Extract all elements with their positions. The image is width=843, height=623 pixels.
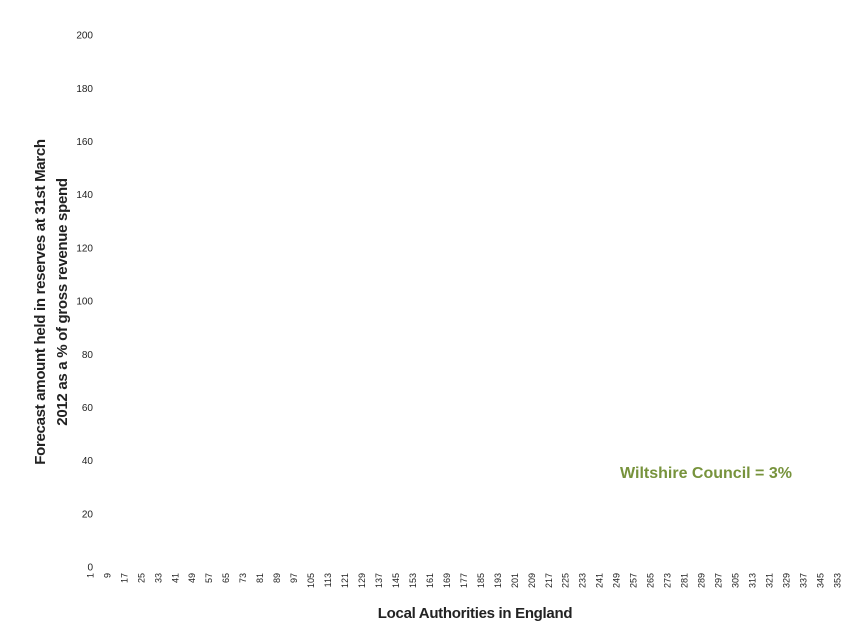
y-tick-label: 200 [76,31,93,42]
y-tick-label: 0 [87,563,93,574]
x-tick-label: 113 [323,573,333,587]
x-tick-label: 105 [306,573,316,588]
x-tick-label: 297 [714,573,724,588]
x-tick-label: 65 [221,573,231,583]
y-tick-label: 160 [76,137,93,148]
y-tick-label: 40 [82,456,94,467]
x-tick-label: 33 [153,573,163,583]
x-tick-label: 25 [136,573,146,583]
x-tick-label: 41 [170,573,180,583]
x-tick-label: 49 [187,573,197,583]
y-axis-title: 2012 as a % of gross revenue spend [54,178,71,426]
x-tick-label: 1 [85,573,95,578]
y-tick-label: 100 [76,297,93,308]
x-tick-label: 329 [781,573,791,588]
x-tick-label: 129 [357,573,367,588]
x-tick-label: 193 [493,573,503,588]
x-tick-label: 169 [442,573,452,588]
x-tick-label: 121 [340,573,350,588]
x-axis-title: Local Authorities in England [378,605,573,622]
x-tick-label: 57 [204,573,214,583]
y-tick-label: 60 [82,403,94,414]
x-tick-label: 73 [238,573,248,583]
y-tick-label: 20 [82,509,94,520]
x-tick-label: 177 [459,573,469,588]
x-tick-label: 217 [544,573,554,588]
x-tick-label: 185 [476,573,486,588]
x-tick-label: 97 [289,573,299,583]
y-tick-label: 180 [76,84,93,95]
x-tick-label: 313 [747,573,757,588]
y-axis-title: Forecast amount held in reserves at 31st… [32,139,49,465]
y-tick-label: 80 [82,350,94,361]
x-tick-label: 345 [815,573,825,588]
x-tick-label: 17 [119,573,129,583]
x-tick-label: 145 [391,573,401,588]
x-tick-label: 209 [527,573,537,588]
x-tick-label: 337 [798,573,808,588]
x-tick-label: 89 [272,573,282,583]
x-tick-label: 161 [425,573,435,588]
x-tick-label: 153 [408,573,418,588]
x-tick-label: 281 [680,573,690,588]
annotation: Wiltshire Council = 3% [620,465,792,482]
x-tick-label: 9 [102,573,112,578]
x-tick-label: 225 [561,573,571,588]
x-tick-label: 137 [374,573,384,588]
x-tick-label: 257 [629,573,639,588]
x-tick-label: 233 [578,573,588,588]
x-tick-label: 241 [595,573,605,588]
x-tick-label: 273 [663,573,673,588]
x-tick-label: 321 [764,573,774,588]
x-tick-label: 353 [832,573,842,588]
x-tick-label: 289 [697,573,707,588]
x-tick-label: 249 [612,573,622,588]
x-tick-label: 265 [646,573,656,588]
x-tick-label: 305 [731,573,741,588]
y-tick-label: 140 [76,190,93,201]
x-tick-label: 81 [255,573,265,583]
y-tick-label: 120 [76,243,93,254]
x-tick-label: 201 [510,573,520,588]
